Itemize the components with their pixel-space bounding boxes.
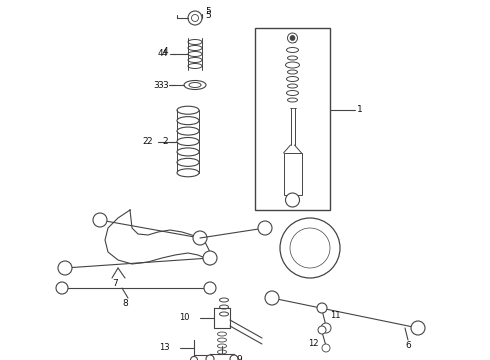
Text: 3: 3 — [157, 81, 163, 90]
Circle shape — [192, 14, 198, 22]
Circle shape — [193, 231, 207, 245]
Ellipse shape — [177, 158, 199, 166]
Ellipse shape — [218, 344, 226, 348]
Ellipse shape — [177, 117, 199, 125]
Ellipse shape — [184, 81, 206, 90]
Ellipse shape — [177, 148, 199, 156]
Ellipse shape — [288, 70, 297, 74]
Ellipse shape — [220, 305, 228, 309]
Ellipse shape — [287, 90, 298, 95]
Circle shape — [318, 326, 326, 334]
Circle shape — [317, 303, 327, 313]
Circle shape — [321, 323, 331, 333]
Circle shape — [258, 221, 272, 235]
Ellipse shape — [188, 40, 202, 45]
Circle shape — [203, 251, 217, 265]
Ellipse shape — [218, 338, 226, 342]
Circle shape — [290, 228, 330, 268]
Circle shape — [288, 33, 297, 43]
Text: 1: 1 — [357, 105, 363, 114]
Ellipse shape — [220, 312, 228, 316]
Circle shape — [230, 355, 238, 360]
Text: 6: 6 — [405, 342, 411, 351]
Text: 2: 2 — [147, 138, 152, 147]
Text: 4: 4 — [162, 48, 168, 57]
Ellipse shape — [218, 332, 226, 336]
Ellipse shape — [177, 127, 199, 135]
Text: 11: 11 — [330, 311, 341, 320]
Ellipse shape — [177, 169, 199, 177]
Circle shape — [322, 344, 330, 352]
Text: 9: 9 — [236, 355, 242, 360]
Ellipse shape — [189, 82, 201, 87]
Ellipse shape — [188, 58, 202, 63]
Ellipse shape — [287, 48, 298, 53]
Text: 10: 10 — [179, 314, 190, 323]
Circle shape — [93, 213, 107, 227]
Text: 2: 2 — [143, 138, 148, 147]
Circle shape — [204, 282, 216, 294]
Text: 3: 3 — [153, 81, 159, 90]
Text: 4: 4 — [161, 49, 167, 58]
Circle shape — [188, 11, 202, 25]
Text: 3: 3 — [162, 81, 168, 90]
Text: 5: 5 — [205, 8, 211, 17]
Ellipse shape — [287, 77, 298, 81]
Circle shape — [56, 282, 68, 294]
Circle shape — [280, 218, 340, 278]
Text: 12: 12 — [308, 339, 318, 348]
Circle shape — [286, 193, 299, 207]
Circle shape — [206, 355, 214, 360]
Ellipse shape — [177, 138, 199, 145]
Ellipse shape — [288, 84, 297, 88]
Circle shape — [191, 356, 197, 360]
Ellipse shape — [288, 56, 297, 60]
Ellipse shape — [220, 298, 228, 302]
Text: 13: 13 — [159, 343, 170, 352]
Ellipse shape — [288, 98, 297, 102]
Ellipse shape — [218, 350, 226, 354]
Text: 5: 5 — [205, 10, 211, 19]
Ellipse shape — [286, 62, 299, 68]
Ellipse shape — [188, 45, 202, 50]
Ellipse shape — [188, 63, 202, 68]
Circle shape — [290, 36, 295, 40]
Bar — [284, 153, 301, 195]
Circle shape — [265, 291, 279, 305]
Text: 8: 8 — [122, 300, 128, 309]
Bar — [255, 28, 330, 210]
Text: 4: 4 — [157, 49, 163, 58]
Ellipse shape — [188, 51, 202, 57]
Text: 7: 7 — [112, 279, 118, 288]
Ellipse shape — [177, 106, 199, 114]
Text: 2: 2 — [162, 138, 168, 147]
Circle shape — [411, 321, 425, 335]
Circle shape — [58, 261, 72, 275]
